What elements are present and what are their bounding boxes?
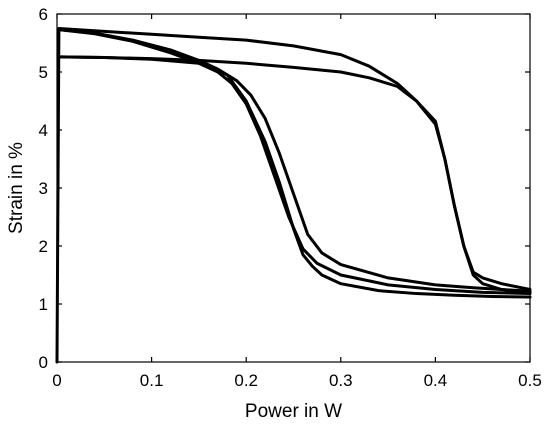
x-tick-label: 0.4 bbox=[424, 371, 448, 390]
series-line-2 bbox=[57, 28, 532, 293]
series-line-4 bbox=[57, 55, 532, 299]
x-axis-title: Power in W bbox=[245, 401, 342, 422]
x-tick-label: 0.2 bbox=[234, 371, 258, 390]
y-tick-label: 0 bbox=[39, 353, 48, 372]
y-axis-title: Strain in % bbox=[6, 142, 27, 234]
y-tick-label: 2 bbox=[39, 237, 48, 256]
y-tick-label: 1 bbox=[39, 295, 48, 314]
series-line-3 bbox=[57, 28, 532, 296]
x-tick-label: 0.1 bbox=[140, 371, 164, 390]
y-axis: 0 1 2 3 4 5 6 bbox=[39, 5, 530, 372]
y-tick-label: 5 bbox=[39, 63, 48, 82]
x-tick-label: 0.3 bbox=[329, 371, 353, 390]
x-tick-label: 0 bbox=[52, 371, 61, 390]
y-tick-label: 3 bbox=[39, 179, 48, 198]
x-tick-label: 0.5 bbox=[518, 371, 542, 390]
x-axis: 0 0.1 0.2 0.3 0.4 0.5 bbox=[52, 14, 542, 390]
series-line-5 bbox=[57, 55, 532, 294]
y-tick-label: 6 bbox=[39, 5, 48, 24]
plot-series bbox=[55, 27, 532, 364]
y-tick-label: 4 bbox=[39, 121, 48, 140]
